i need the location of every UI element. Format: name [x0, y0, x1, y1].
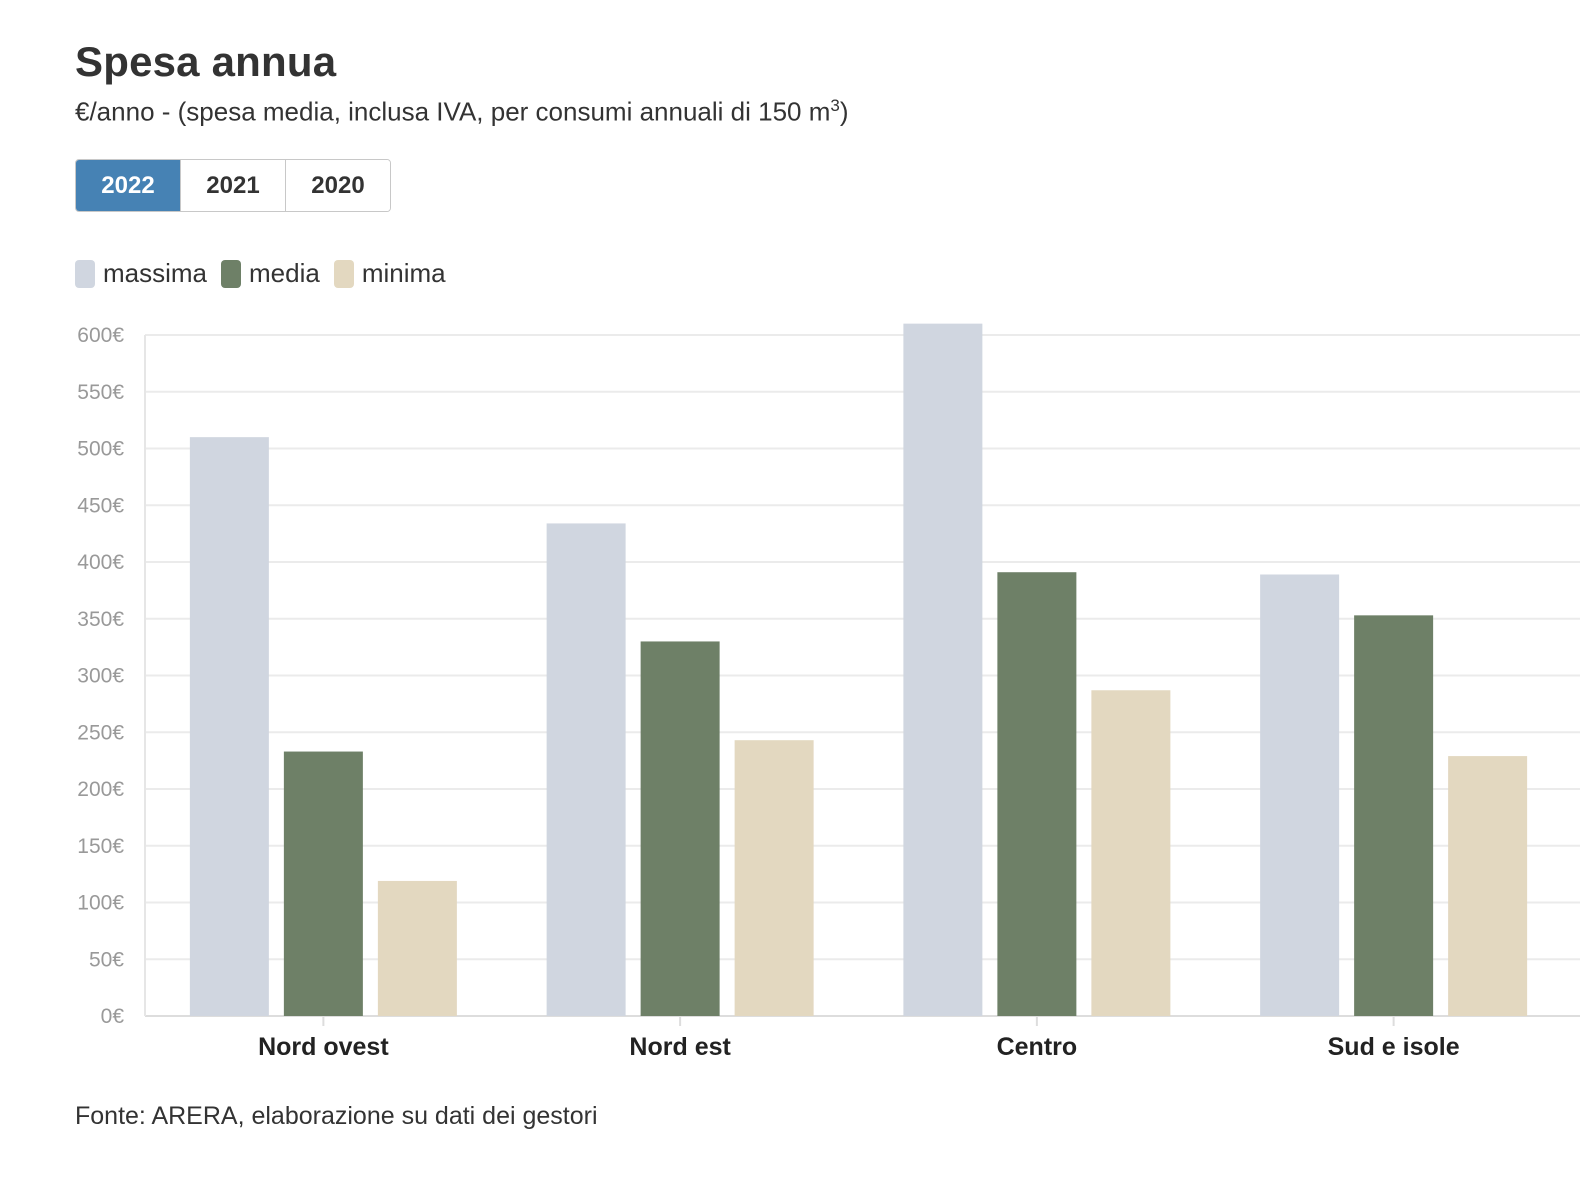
bar-minima-sud-e-isole[interactable] [1448, 756, 1528, 1016]
y-tick-label: 250€ [77, 721, 124, 744]
y-tick-label: 350€ [77, 608, 124, 631]
x-tick-label: Centro [997, 1033, 1078, 1061]
x-tick-label: Nord ovest [258, 1033, 389, 1061]
legend-label-minima: minima [361, 258, 446, 288]
bar-media-nord-est[interactable] [640, 641, 720, 1016]
subtitle-text: €/anno - (spesa media, inclusa IVA, per … [75, 96, 831, 127]
bar-media-centro[interactable] [997, 572, 1077, 1016]
source-note: Fonte: ARERA, elaborazione su dati dei g… [75, 1102, 598, 1130]
bar-minima-nord-ovest[interactable] [377, 880, 457, 1016]
y-tick-label: 600€ [77, 324, 124, 347]
y-tick-label: 0€ [101, 1005, 125, 1028]
y-tick-label: 50€ [89, 948, 124, 971]
x-tick-label: Nord est [629, 1033, 731, 1061]
legend-label-massima: massima [103, 258, 208, 288]
legend-label-media: media [249, 258, 320, 288]
x-tick-label: Sud e isole [1328, 1033, 1460, 1061]
legend-item-media[interactable]: media [221, 258, 320, 289]
legend-item-minima[interactable]: minima [333, 258, 446, 289]
bar-media-sud-e-isole[interactable] [1354, 615, 1434, 1016]
y-tick-label: 300€ [77, 665, 124, 688]
legend-swatch-media [221, 259, 242, 288]
bar-minima-nord-est[interactable] [734, 740, 814, 1016]
subtitle-end: ) [839, 96, 849, 127]
bar-massima-nord-ovest[interactable] [189, 437, 269, 1016]
bar-massima-sud-e-isole[interactable] [1260, 574, 1340, 1016]
bar-chart: 0€ 50€ 100€ 150€ 200€ 250€ 300€ 350€ 400€ 450€ 500… [77, 323, 1580, 1061]
tab-2020[interactable]: 2020 [286, 160, 390, 211]
tab-2022[interactable]: 2022 [76, 160, 181, 211]
bar-minima-centro[interactable] [1091, 690, 1171, 1016]
y-tick-label: 100€ [77, 892, 124, 915]
bar-massima-centro[interactable] [903, 323, 983, 1016]
subtitle-superscript: 3 [830, 96, 840, 115]
legend-swatch-massima [75, 259, 95, 288]
y-tick-label: 200€ [77, 778, 124, 801]
legend-item-massima[interactable]: massima [75, 258, 207, 289]
year-tabs: 2022 2021 2020 [75, 159, 391, 212]
y-tick-label: 150€ [77, 835, 124, 858]
y-tick-label: 400€ [77, 551, 124, 574]
y-tick-label: 500€ [77, 438, 124, 461]
legend: massima media minima [75, 258, 460, 289]
bar-media-nord-ovest[interactable] [283, 751, 363, 1016]
chart-subtitle: €/anno - (spesa media, inclusa IVA, per … [75, 96, 849, 128]
legend-swatch-minima [333, 259, 354, 288]
bar-massima-nord-est[interactable] [546, 523, 626, 1016]
y-tick-label: 550€ [77, 381, 124, 404]
chart-title: Spesa annua [75, 38, 337, 85]
tab-2021[interactable]: 2021 [181, 160, 286, 211]
y-tick-label: 450€ [77, 494, 124, 517]
